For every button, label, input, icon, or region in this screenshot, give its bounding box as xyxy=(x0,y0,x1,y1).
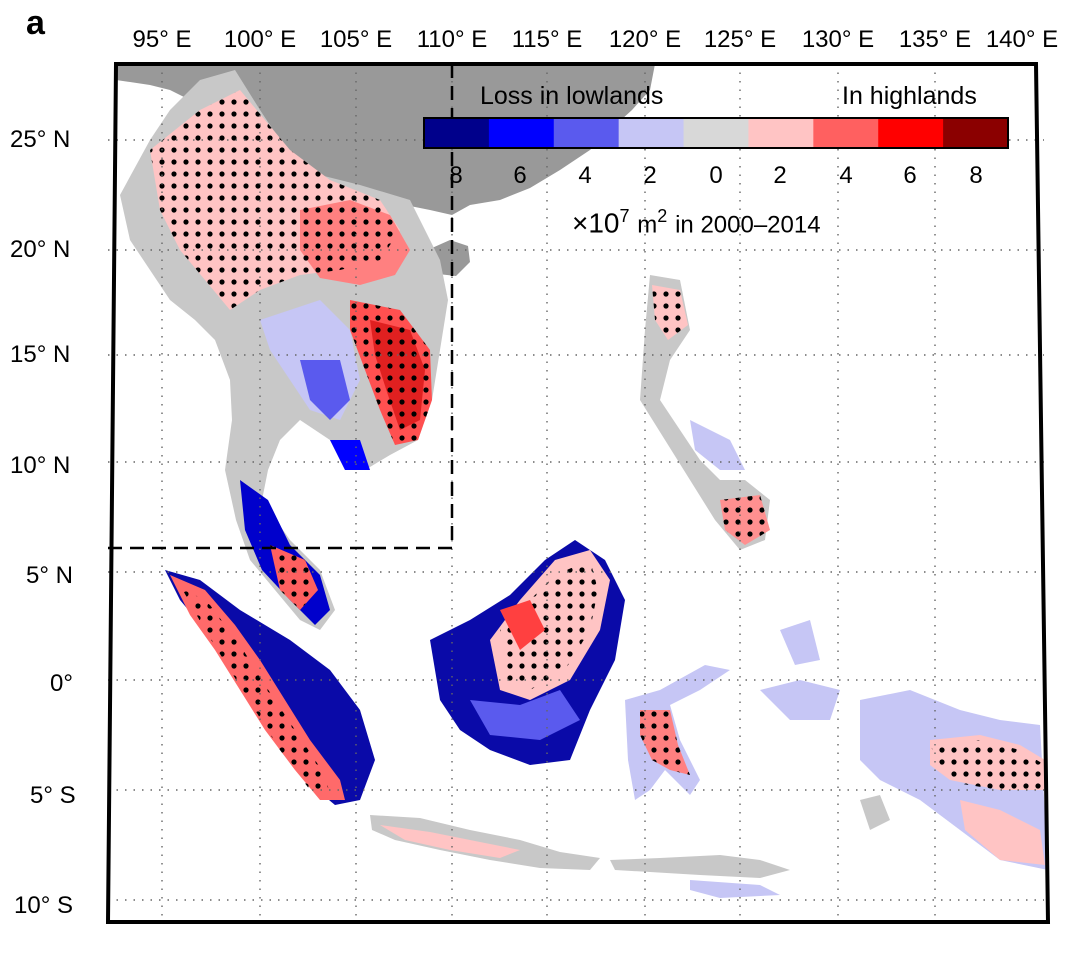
lat-label-0: 0° xyxy=(50,670,73,697)
colorbar-left-label: Loss in lowlands xyxy=(480,82,664,110)
panel-label: a xyxy=(26,4,45,42)
lon-label-120e: 120° E xyxy=(608,26,682,53)
borneo-island xyxy=(430,540,625,765)
colorbar-swatch xyxy=(878,118,944,148)
colorbar-swatch xyxy=(424,118,490,148)
lon-label-115e: 115° E xyxy=(511,26,583,53)
graticule xyxy=(108,64,1044,922)
colorbar-tick: 8 xyxy=(969,162,983,189)
lat-label-5s: 5° S xyxy=(30,782,76,809)
lat-label-5n: 5° N xyxy=(26,562,73,589)
colorbar-unit: ×107 m2 in 2000–2014 xyxy=(572,206,821,239)
lon-label-130e: 130° E xyxy=(801,26,875,53)
sulawesi-island xyxy=(625,665,730,800)
colorbar-swatch xyxy=(943,118,1009,148)
philippines-islands xyxy=(640,275,770,550)
colorbar xyxy=(423,117,1009,149)
colorbar-right-label: In highlands xyxy=(842,82,977,110)
lat-label-25n: 25° N xyxy=(10,126,71,153)
colorbar-tick: 6 xyxy=(903,162,917,189)
lat-label-10n: 10° N xyxy=(10,452,71,479)
java-island xyxy=(370,815,600,870)
lat-label-20n: 20° N xyxy=(10,236,71,263)
lon-label-100e: 100° E xyxy=(223,26,297,53)
colorbar-tick: 0 xyxy=(709,162,723,189)
lesser-sunda xyxy=(610,855,790,878)
sumatra-island xyxy=(165,570,375,805)
colorbar-swatch xyxy=(683,118,749,148)
colorbar-tick: 2 xyxy=(773,162,787,189)
colorbar-tick: 4 xyxy=(839,162,853,189)
colorbar-tick: 6 xyxy=(513,162,527,189)
new-guinea-island xyxy=(860,690,1048,870)
colorbar-swatch xyxy=(488,118,555,148)
lon-label-110e: 110° E xyxy=(416,26,488,53)
lon-label-105e: 105° E xyxy=(319,26,393,53)
lon-label-140e: 140° E xyxy=(985,26,1059,53)
lat-label-10s: 10° S xyxy=(14,892,73,919)
lon-label-125e: 125° E xyxy=(703,26,777,53)
lon-label-135e: 135° E xyxy=(898,26,972,53)
colorbar-tick: 2 xyxy=(643,162,657,189)
lat-label-15n: 15° N xyxy=(10,341,71,368)
colorbar-swatch xyxy=(618,118,685,148)
map-frame xyxy=(105,62,1051,924)
colorbar-tick: 8 xyxy=(449,162,463,189)
colorbar-swatch xyxy=(813,118,879,148)
colorbar-swatch xyxy=(553,118,620,148)
mainland-sea xyxy=(120,70,448,630)
colorbar-tick: 4 xyxy=(578,162,592,189)
lon-label-95e: 95° E xyxy=(132,26,192,53)
colorbar-swatch xyxy=(748,118,814,148)
mainland-region-outline xyxy=(108,64,454,550)
